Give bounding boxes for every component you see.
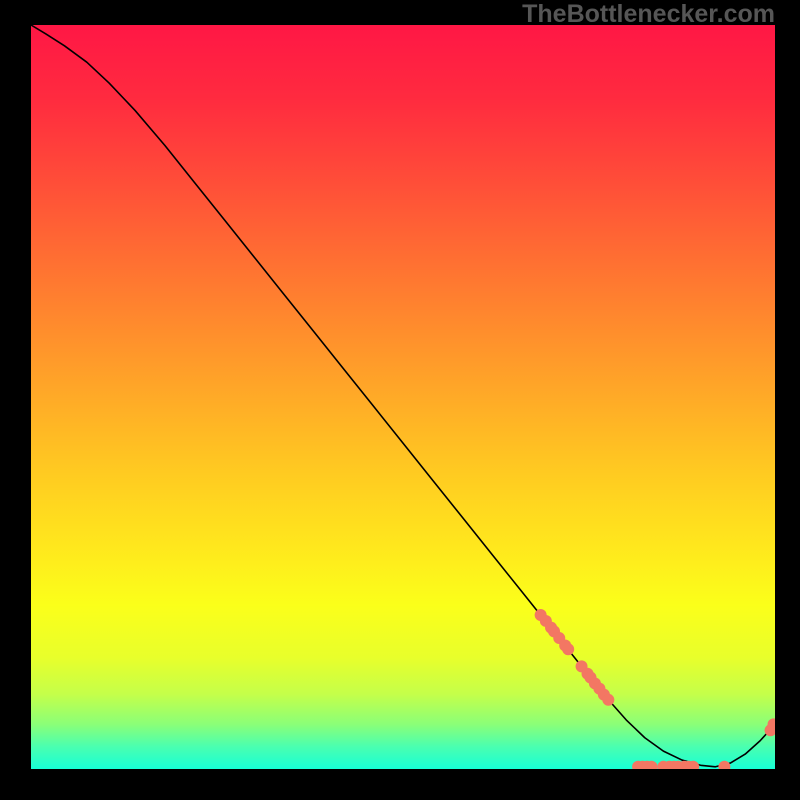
data-marker [602, 694, 614, 706]
chart-svg [31, 25, 775, 769]
plot-area [31, 25, 775, 769]
data-marker [562, 643, 574, 655]
bottleneck-chart: TheBottlenecker.com [0, 0, 800, 800]
gradient-background [31, 25, 775, 769]
watermark-text: TheBottlenecker.com [522, 0, 775, 29]
